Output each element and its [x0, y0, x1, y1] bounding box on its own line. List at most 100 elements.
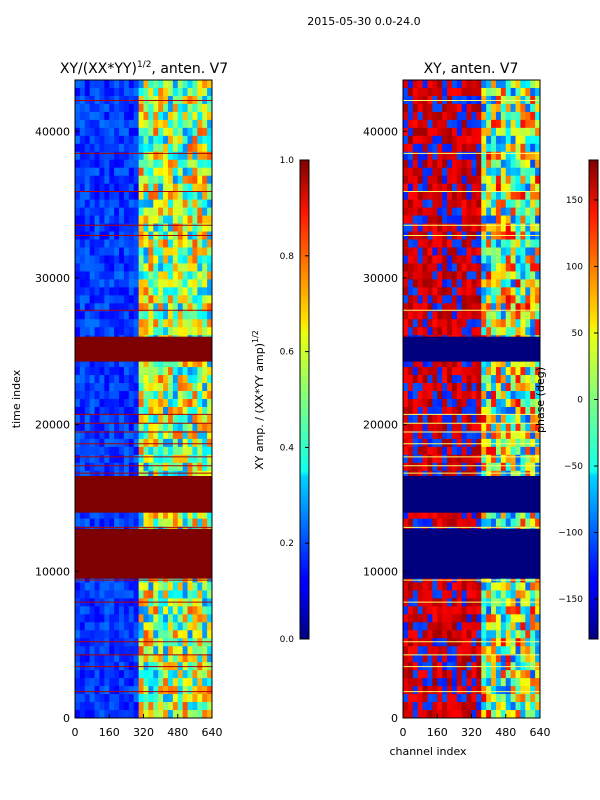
heatmap-cell	[456, 630, 463, 639]
heatmap-cell	[403, 223, 409, 232]
heatmap-cell	[486, 614, 492, 623]
heatmap-cell	[182, 590, 188, 599]
heatmap-cell	[75, 80, 81, 89]
heatmap-cell	[466, 438, 472, 448]
heatmap-cell	[192, 311, 198, 320]
heatmap-cell	[466, 311, 472, 320]
heatmap-cell	[491, 287, 497, 296]
heatmap-cell	[75, 191, 81, 201]
heatmap-cell	[207, 702, 213, 711]
heatmap-cell	[505, 215, 512, 224]
heatmap-cell	[187, 247, 193, 256]
heatmap-cell	[476, 247, 482, 256]
y-tick-label: 0	[391, 712, 398, 725]
heatmap-cell	[119, 175, 125, 185]
heatmap-cell	[407, 678, 414, 687]
heatmap-cell	[119, 183, 125, 193]
heatmap-cell	[202, 710, 208, 719]
heatmap-cell	[79, 383, 86, 392]
heatmap-cell	[466, 327, 472, 336]
amp-heatmap	[75, 80, 213, 719]
heatmap-cell	[437, 422, 443, 432]
heatmap-cell	[466, 215, 472, 224]
heatmap-cell	[422, 295, 428, 304]
heatmap-cell	[515, 414, 521, 424]
heatmap-cell	[456, 295, 463, 304]
heatmap-cell	[422, 510, 428, 520]
heatmap-cell	[422, 678, 428, 687]
heatmap-cell	[535, 80, 541, 89]
heatmap-cell	[167, 247, 174, 256]
heatmap-cell	[515, 80, 521, 89]
heatmap-cell	[123, 327, 130, 336]
heatmap-cell	[143, 183, 149, 193]
heatmap-cell	[197, 710, 203, 719]
heatmap-cell	[119, 422, 125, 432]
heatmap-cell	[104, 103, 110, 113]
heatmap-cell	[167, 159, 174, 169]
heatmap-cell	[167, 702, 174, 711]
heatmap-cell	[461, 119, 467, 129]
heatmap-cell	[481, 199, 487, 209]
heatmap-cell	[187, 151, 193, 161]
heatmap-cell	[427, 399, 433, 408]
heatmap-cell	[407, 271, 414, 280]
heatmap-cell	[491, 399, 497, 408]
heatmap-cell	[133, 271, 139, 280]
heatmap-cell	[197, 247, 203, 256]
heatmap-cell	[456, 470, 463, 480]
heatmap-cell	[422, 80, 428, 89]
heatmap-cell	[427, 223, 433, 232]
heatmap-cell	[119, 702, 125, 711]
heatmap-cell	[403, 127, 409, 137]
heatmap-cell	[153, 406, 159, 416]
heatmap-cell	[491, 311, 497, 320]
heatmap-cell	[535, 87, 541, 97]
heatmap-cell	[471, 215, 477, 224]
heatmap-cell	[495, 510, 502, 520]
heatmap-cell	[500, 143, 507, 153]
amp-colorbar[interactable]: 0.00.20.40.60.81.0 XY amp. / (XX*YY amp)…	[251, 156, 310, 645]
heatmap-cell	[89, 702, 95, 711]
heatmap-cell	[109, 614, 115, 623]
heatmap-cell	[530, 654, 536, 663]
heatmap-cell	[158, 646, 164, 655]
heatmap-cell	[500, 383, 507, 392]
heatmap-cell	[486, 383, 492, 392]
heatmap-cell	[143, 103, 149, 113]
heatmap-cell	[535, 375, 541, 384]
heatmap-cell	[447, 590, 453, 599]
heatmap-cell	[197, 223, 203, 232]
heatmap-cell	[471, 327, 477, 336]
heatmap-cell	[476, 151, 482, 161]
heatmap-cell	[109, 710, 115, 719]
heatmap-cell	[432, 446, 438, 456]
heatmap-cell	[451, 399, 458, 408]
heatmap-cell	[114, 606, 120, 615]
heatmap-cell	[407, 207, 414, 216]
heatmap-cell	[163, 119, 169, 129]
heatmap-cell	[530, 383, 536, 392]
heatmap-cell	[500, 510, 507, 520]
heatmap-cell	[133, 606, 139, 615]
heatmap-cell	[197, 702, 203, 711]
heatmap-cell	[172, 255, 179, 264]
heatmap-cell	[84, 606, 91, 615]
heatmap-cell	[476, 702, 482, 711]
heatmap-cell	[466, 614, 472, 623]
heatmap-cell	[197, 175, 203, 185]
heatmap-cell	[461, 654, 467, 663]
heatmap-cell	[138, 518, 144, 528]
heatmap-cell	[437, 111, 443, 121]
heatmap-cell	[148, 470, 154, 480]
heatmap-cell	[525, 670, 531, 679]
heatmap-cell	[486, 207, 492, 216]
heatmap-cell	[123, 191, 130, 201]
heatmap-cell	[79, 303, 86, 312]
heatmap-cell	[192, 590, 198, 599]
heatmap-cell	[535, 143, 541, 153]
amp-colorbar-ticks: 0.00.20.40.60.81.0	[280, 156, 309, 645]
heatmap-cell	[412, 702, 419, 711]
